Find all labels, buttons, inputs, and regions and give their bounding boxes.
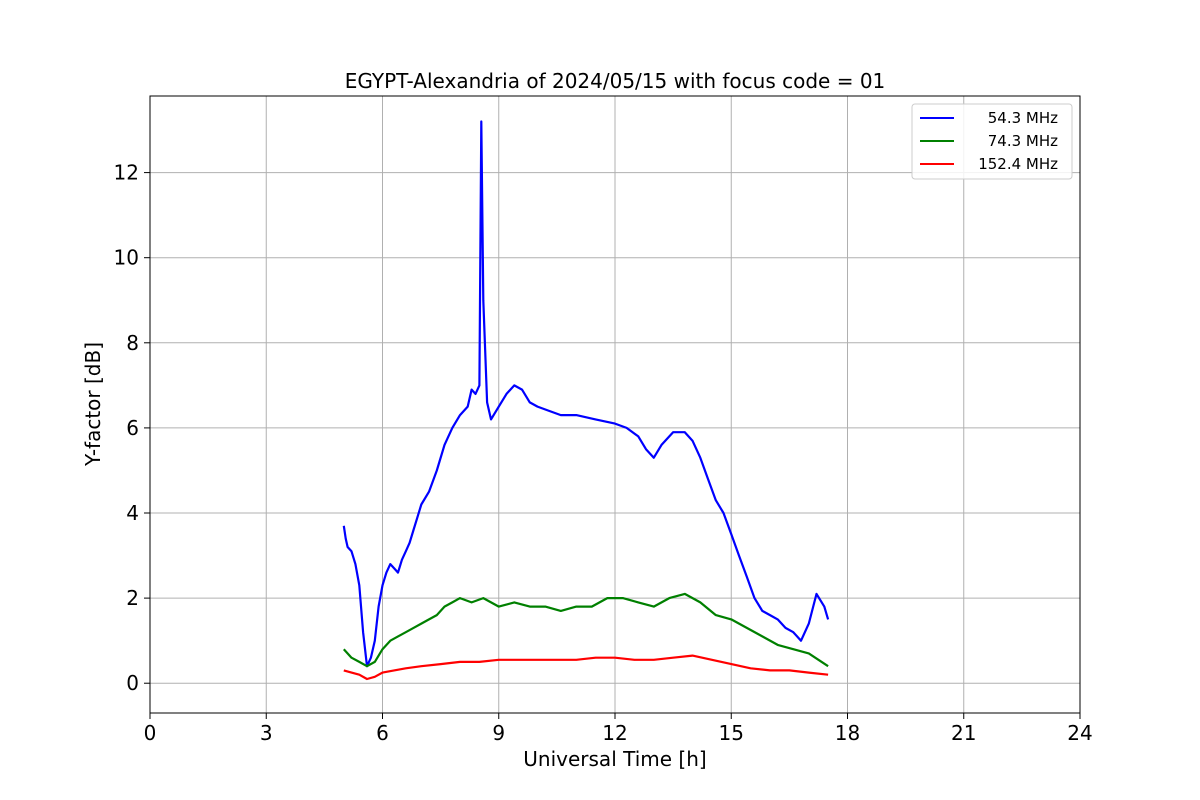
y-tick-label: 12 — [114, 161, 139, 185]
chart-title: EGYPT-Alexandria of 2024/05/15 with focu… — [345, 69, 886, 93]
legend-label-74-3-mhz: 74.3 MHz — [988, 132, 1058, 150]
series-line-54-3-mhz — [342, 120, 830, 668]
x-tick-label: 9 — [492, 721, 505, 745]
x-tick-label: 21 — [951, 721, 976, 745]
legend-label-152-4-mhz: 152.4 MHz — [978, 155, 1058, 173]
x-tick-label: 6 — [376, 721, 389, 745]
x-tick-label: 15 — [719, 721, 744, 745]
y-axis-label: Y-factor [dB] — [81, 342, 105, 467]
y-tick-label: 2 — [126, 586, 139, 610]
x-tick-label: 3 — [260, 721, 273, 745]
y-tick-label: 8 — [126, 331, 139, 355]
series-line-152-4-mhz — [343, 654, 829, 681]
x-tick-label: 24 — [1067, 721, 1092, 745]
legend-label-54-3-mhz: 54.3 MHz — [988, 109, 1058, 127]
legend-box — [911, 103, 1073, 180]
series-layer — [342, 120, 830, 681]
x-tick-label: 18 — [835, 721, 860, 745]
y-tick-label: 4 — [126, 501, 139, 525]
y-axis: 0 2 4 6 8 10 12 — [114, 161, 150, 695]
legend: 54.3 MHz 74.3 MHz 152.4 MHz — [911, 103, 1073, 180]
y-tick-label: 10 — [114, 246, 139, 270]
x-axis-label: Universal Time [h] — [523, 747, 706, 771]
x-axis: 0 3 6 9 12 15 18 21 24 — [144, 713, 1093, 745]
x-tick-label: 12 — [602, 721, 627, 745]
x-tick-label: 0 — [144, 721, 157, 745]
series-line-74-3-mhz — [342, 592, 829, 668]
y-tick-label: 0 — [126, 671, 139, 695]
y-tick-label: 6 — [126, 416, 139, 440]
